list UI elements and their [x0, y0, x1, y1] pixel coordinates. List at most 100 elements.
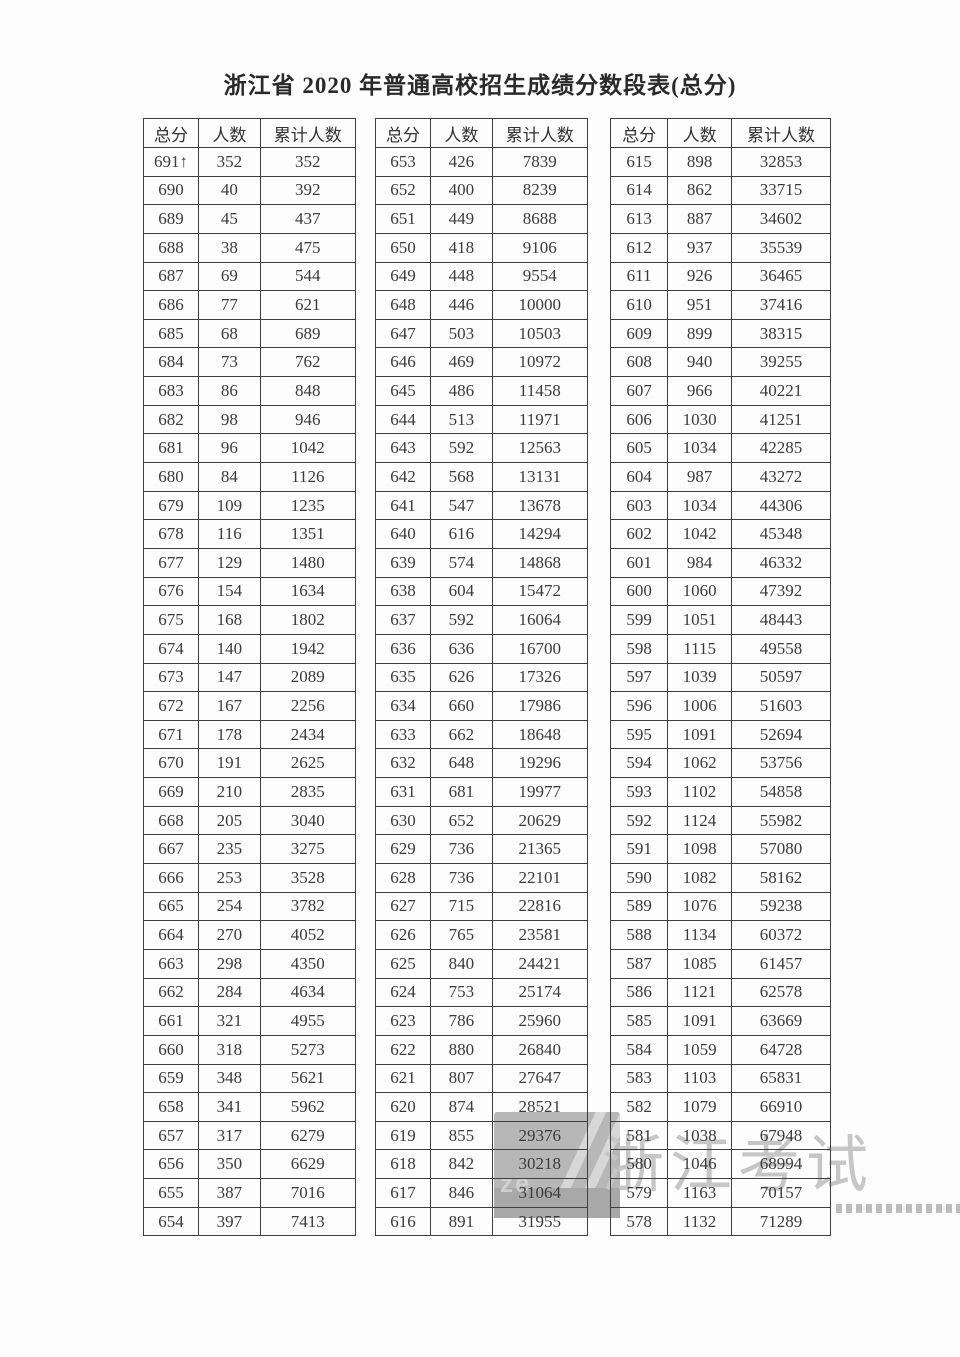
- table-row: 660 318 5273: [142, 1034, 357, 1065]
- score-cell: 652: [374, 175, 432, 206]
- table-row: 681 96 1042: [142, 433, 357, 464]
- score-cell: 650: [374, 232, 432, 263]
- count-cell: 318: [198, 1034, 261, 1065]
- score-cell: 583: [609, 1063, 669, 1094]
- table-row: 638 604 15472: [374, 576, 589, 607]
- count-cell: 154: [198, 576, 261, 607]
- table-row: 639 574 14868: [374, 547, 589, 578]
- count-cell: 178: [198, 719, 261, 750]
- table-row: 596 1006 51603: [609, 691, 832, 721]
- count-cell: 446: [430, 290, 493, 320]
- table-row: 605 1034 42285: [609, 433, 832, 464]
- table-row: 643 592 12563: [374, 433, 589, 464]
- score-cell: 605: [609, 433, 669, 464]
- cumulative-cell: 19977: [491, 777, 589, 807]
- score-cell: 651: [374, 204, 432, 234]
- column-header-score: 总分: [374, 118, 432, 148]
- table-row: 620 874 28521: [374, 1092, 589, 1122]
- table-row: 581 1038 67948: [609, 1120, 832, 1151]
- table-row: 631 681 19977: [374, 777, 589, 807]
- count-cell: 73: [198, 347, 261, 378]
- cumulative-cell: 48443: [730, 605, 832, 635]
- cumulative-cell: 5962: [259, 1092, 357, 1122]
- table-row: 663 298 4350: [142, 948, 357, 979]
- cumulative-cell: 7016: [259, 1178, 357, 1208]
- score-cell: 659: [142, 1063, 200, 1094]
- count-cell: 503: [430, 318, 493, 349]
- table-row: 679 109 1235: [142, 490, 357, 521]
- cumulative-cell: 9106: [491, 232, 589, 263]
- count-cell: 348: [198, 1063, 261, 1094]
- cumulative-cell: 67948: [730, 1120, 832, 1151]
- table-row: 585 1091 63669: [609, 1006, 832, 1036]
- count-cell: 84: [198, 462, 261, 492]
- table-row: 657 317 6279: [142, 1120, 357, 1151]
- cumulative-cell: 4350: [259, 948, 357, 979]
- count-cell: 862: [667, 175, 732, 206]
- page-title: 浙江省 2020 年普通高校招生成绩分数段表(总分): [223, 73, 737, 98]
- table-row: 624 753 25174: [374, 977, 589, 1008]
- count-cell: 1051: [667, 605, 732, 635]
- cumulative-cell: 6279: [259, 1120, 357, 1151]
- cumulative-cell: 3275: [259, 834, 357, 865]
- score-cell: 658: [142, 1092, 200, 1122]
- table-row: 682 98 946: [142, 404, 357, 435]
- cumulative-cell: 1480: [259, 547, 357, 578]
- cumulative-cell: 475: [259, 232, 357, 263]
- score-cell: 580: [609, 1149, 669, 1180]
- table-row: 650 418 9106: [374, 232, 589, 263]
- score-cell: 601: [609, 547, 669, 578]
- score-cell: 672: [142, 691, 200, 721]
- cumulative-cell: 60372: [730, 920, 832, 950]
- score-cell: 649: [374, 261, 432, 292]
- count-cell: 191: [198, 748, 261, 779]
- cumulative-cell: 55982: [730, 805, 832, 836]
- table-row: 584 1059 64728: [609, 1034, 832, 1065]
- table-row: 683 86 848: [142, 376, 357, 406]
- cumulative-cell: 35539: [730, 232, 832, 263]
- cumulative-cell: 50597: [730, 662, 832, 693]
- count-cell: 840: [430, 948, 493, 979]
- count-cell: 937: [667, 232, 732, 263]
- table-row: 646 469 10972: [374, 347, 589, 378]
- cumulative-cell: 26840: [491, 1034, 589, 1065]
- cumulative-cell: 13678: [491, 490, 589, 521]
- cumulative-cell: 27647: [491, 1063, 589, 1094]
- cumulative-cell: 71289: [730, 1206, 832, 1237]
- table-row: 580 1046 68994: [609, 1149, 832, 1180]
- count-cell: 1034: [667, 490, 732, 521]
- table-row: 591 1098 57080: [609, 834, 832, 865]
- column-header-cumulative: 累计人数: [491, 118, 589, 148]
- count-cell: 400: [430, 175, 493, 206]
- column-header-score: 总分: [609, 118, 669, 148]
- watermark-dashes: [836, 1204, 960, 1213]
- score-cell: 638: [374, 576, 432, 607]
- table-row: 641 547 13678: [374, 490, 589, 521]
- count-cell: 898: [667, 147, 732, 177]
- score-cell: 682: [142, 404, 200, 435]
- cumulative-cell: 65831: [730, 1063, 832, 1094]
- cumulative-cell: 18648: [491, 719, 589, 750]
- cumulative-cell: 31955: [491, 1206, 589, 1237]
- cumulative-cell: 38315: [730, 318, 832, 349]
- score-cell: 655: [142, 1178, 200, 1208]
- score-cell: 636: [374, 633, 432, 664]
- score-cell: 592: [609, 805, 669, 836]
- count-cell: 604: [430, 576, 493, 607]
- cumulative-cell: 10000: [491, 290, 589, 320]
- table-row: 651 449 8688: [374, 204, 589, 234]
- cumulative-cell: 5621: [259, 1063, 357, 1094]
- score-cell: 641: [374, 490, 432, 521]
- count-cell: 626: [430, 662, 493, 693]
- count-cell: 38: [198, 232, 261, 263]
- column-header-cumulative: 累计人数: [730, 118, 832, 148]
- count-cell: 1091: [667, 1006, 732, 1036]
- score-cell: 653: [374, 147, 432, 177]
- cumulative-cell: 2625: [259, 748, 357, 779]
- cumulative-cell: 20629: [491, 805, 589, 836]
- cumulative-cell: 4052: [259, 920, 357, 950]
- table-row: 644 513 11971: [374, 404, 589, 435]
- score-cell: 585: [609, 1006, 669, 1036]
- table-row: 655 387 7016: [142, 1178, 357, 1208]
- cumulative-cell: 11458: [491, 376, 589, 406]
